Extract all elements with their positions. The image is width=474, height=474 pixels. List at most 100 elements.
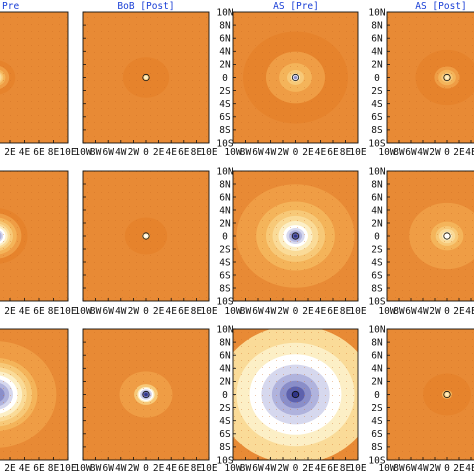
x-tick-label: 10W [224, 147, 241, 158]
y-tick-label: 4S [219, 99, 231, 110]
x-tick-label: 8W [90, 147, 102, 158]
y-tick-label: 10S [368, 455, 385, 466]
significance-stipple [387, 12, 474, 143]
y-tick-label: 2S [371, 403, 383, 414]
y-tick-label: 10S [216, 455, 233, 466]
x-tick-label: 4W [417, 463, 429, 474]
y-tick-label: 4S [371, 416, 383, 427]
x-tick-label: 2W [277, 147, 289, 158]
x-tick-label: 2E [453, 306, 465, 317]
x-tick-label: 4W [115, 147, 127, 158]
x-tick-label: 2E [453, 463, 465, 474]
y-tick-label: 4N [219, 364, 231, 375]
x-tick-label: 10W [378, 306, 395, 317]
y-tick-label: 2N [371, 60, 383, 71]
x-tick-label: 4W [115, 463, 127, 474]
x-tick-label: 2W [128, 147, 140, 158]
y-tick-label: 6S [219, 270, 231, 281]
x-tick-label: 8E [340, 463, 352, 474]
x-tick-label: 8E [191, 147, 203, 158]
x-tick-label: 2E [4, 306, 16, 317]
x-tick-label: 10W [378, 463, 395, 474]
y-tick-label: 6S [219, 429, 231, 440]
y-tick-label: 6N [371, 192, 383, 203]
significance-stipple [0, 171, 68, 301]
panel-r0-c1 [83, 12, 209, 143]
x-tick-label: 8E [48, 463, 60, 474]
x-tick-label: 2E [4, 463, 16, 474]
axis-labels: 10N 8N 6N 4N 2N 0 2S 4S 6S 8S 10S 10N 8N 6N 4N 2N 0 2S 4S 6… [4, 7, 474, 474]
x-tick-label: 8W [90, 463, 102, 474]
x-tick-label: 4W [265, 306, 277, 317]
x-tick-label: 6E [178, 306, 190, 317]
significance-stipple [233, 329, 358, 460]
column-title-0: Pre [2, 1, 19, 12]
y-tick-label: 4N [371, 364, 383, 375]
significance-stipple [387, 329, 474, 460]
x-tick-label: 8E [48, 147, 60, 158]
y-tick-label: 10S [216, 138, 233, 149]
y-tick-label: 2N [219, 60, 231, 71]
x-tick-label: 4E [19, 463, 31, 474]
y-tick-label: 8N [219, 179, 231, 190]
x-tick-label: 10W [224, 463, 241, 474]
x-tick-label: 6E [327, 463, 339, 474]
x-tick-label: 6E [33, 306, 45, 317]
x-tick-label: 0 [444, 306, 450, 317]
x-tick-label: 10E [59, 147, 76, 158]
x-tick-label: 2E [302, 306, 314, 317]
x-tick-label: 10E [200, 147, 217, 158]
significance-stipple [387, 171, 474, 301]
x-tick-label: 4E [465, 463, 474, 474]
y-tick-label: 0 [374, 73, 380, 84]
x-tick-label: 8W [393, 147, 405, 158]
y-tick-label: 0 [222, 73, 228, 84]
y-tick-label: 6S [371, 112, 383, 123]
x-tick-label: 4E [465, 147, 474, 158]
x-tick-label: 10W [224, 306, 241, 317]
x-tick-label: 8W [90, 306, 102, 317]
x-tick-label: 0 [444, 147, 450, 158]
y-tick-label: 8S [371, 442, 383, 453]
x-tick-label: 6E [178, 147, 190, 158]
significance-stipple [0, 329, 68, 460]
x-tick-label: 4W [115, 306, 127, 317]
x-tick-label: 4W [417, 306, 429, 317]
x-tick-label: 2E [153, 463, 165, 474]
x-tick-label: 2W [277, 306, 289, 317]
y-tick-label: 0 [222, 231, 228, 242]
x-tick-label: 0 [143, 306, 149, 317]
y-tick-label: 8S [219, 125, 231, 136]
y-tick-label: 8N [219, 337, 231, 348]
y-tick-label: 2S [371, 244, 383, 255]
x-tick-label: 0 [143, 147, 149, 158]
x-tick-label: 4W [417, 147, 429, 158]
y-tick-label: 8N [219, 20, 231, 31]
panel-r0-c0 [0, 12, 68, 143]
y-tick-label: 6S [371, 270, 383, 281]
x-tick-label: 6E [327, 306, 339, 317]
x-tick-label: 6W [102, 306, 114, 317]
x-tick-label: 8E [340, 306, 352, 317]
y-tick-label: 2N [371, 377, 383, 388]
y-tick-label: 0 [222, 390, 228, 401]
column-title-1: BoB [Post] [117, 1, 174, 12]
x-tick-label: 10E [59, 463, 76, 474]
x-tick-label: 8E [191, 306, 203, 317]
y-tick-label: 8N [371, 20, 383, 31]
panel-r1-c3 [387, 171, 474, 301]
x-tick-label: 6E [33, 463, 45, 474]
x-tick-label: 2W [277, 463, 289, 474]
significance-stipple [233, 171, 358, 301]
x-tick-label: 2E [4, 147, 16, 158]
y-tick-label: 8S [371, 125, 383, 136]
y-tick-label: 4S [219, 416, 231, 427]
panel-frame [0, 328, 69, 461]
panel-frame [0, 11, 69, 144]
significance-stipple [0, 12, 68, 143]
x-tick-label: 6W [252, 306, 264, 317]
y-tick-label: 8N [371, 179, 383, 190]
y-tick-label: 6N [219, 351, 231, 362]
panel-r0-c3 [387, 12, 474, 143]
y-tick-label: 6N [219, 192, 231, 203]
